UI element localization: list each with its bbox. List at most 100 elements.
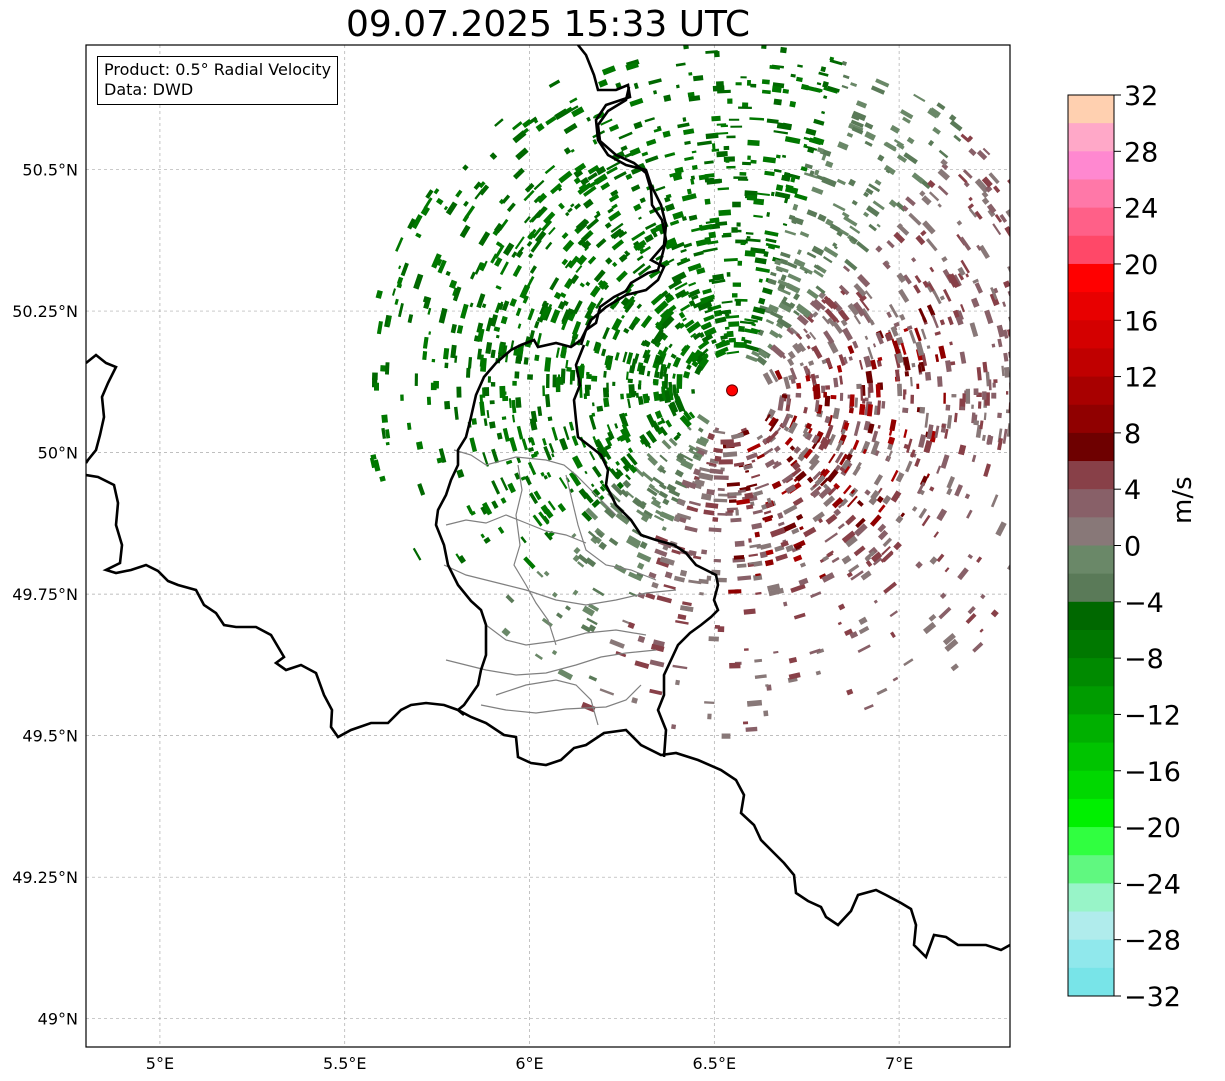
colorbar-tick-label: 8 bbox=[1124, 419, 1141, 450]
echo-cell bbox=[767, 583, 781, 592]
echo-cell bbox=[632, 497, 643, 507]
echo-cell bbox=[647, 395, 650, 401]
echo-cell bbox=[414, 373, 418, 386]
echo-cell bbox=[466, 367, 471, 378]
echo-cell bbox=[642, 349, 648, 359]
echo-cell bbox=[628, 464, 638, 474]
echo-cell bbox=[431, 358, 436, 363]
echo-cell bbox=[732, 293, 738, 298]
echo-cell bbox=[898, 288, 910, 303]
echo-cell bbox=[655, 316, 669, 331]
echo-cell bbox=[680, 303, 691, 312]
echo-cell bbox=[766, 497, 772, 504]
colorbar-tick-label: −24 bbox=[1124, 869, 1181, 900]
echo-cell bbox=[495, 241, 503, 248]
echo-cell bbox=[545, 241, 553, 250]
echo-cell bbox=[532, 514, 543, 527]
echo-cell bbox=[697, 348, 709, 360]
echo-cell bbox=[809, 331, 817, 341]
echo-cell bbox=[1004, 225, 1010, 241]
echo-cell bbox=[664, 571, 673, 579]
echo-cell bbox=[1033, 406, 1037, 411]
echo-cell bbox=[545, 374, 550, 389]
echo-cell bbox=[746, 443, 761, 453]
echo-cell bbox=[697, 339, 710, 350]
echo-cell bbox=[650, 501, 662, 509]
echo-cell bbox=[560, 349, 567, 359]
echo-cell bbox=[934, 354, 940, 363]
echo-cell bbox=[893, 321, 900, 328]
echo-cell bbox=[706, 575, 712, 581]
echo-cell bbox=[407, 218, 416, 230]
echo-cell bbox=[765, 549, 774, 556]
echo-cell bbox=[848, 407, 854, 414]
echo-cell bbox=[529, 216, 536, 223]
echo-cell bbox=[548, 226, 556, 236]
echo-cell bbox=[523, 357, 529, 365]
echo-cell bbox=[479, 401, 486, 416]
echo-cell bbox=[544, 164, 556, 175]
echo-cell bbox=[621, 423, 631, 438]
echo-cell bbox=[901, 205, 909, 212]
echo-cell bbox=[896, 272, 907, 283]
echo-cell bbox=[585, 281, 591, 287]
echo-cell bbox=[900, 342, 907, 355]
echo-cell bbox=[644, 117, 655, 123]
echo-cell bbox=[806, 209, 818, 218]
echo-cell bbox=[639, 197, 646, 204]
echo-cell bbox=[580, 176, 590, 186]
lat-tick-label: 49.5°N bbox=[22, 727, 78, 746]
echo-cell bbox=[680, 257, 688, 263]
echo-cell bbox=[893, 138, 905, 147]
echo-cell bbox=[673, 514, 681, 523]
echo-cell bbox=[711, 148, 720, 152]
echo-cell bbox=[736, 563, 747, 569]
echo-cell bbox=[709, 468, 724, 475]
echo-cell bbox=[615, 330, 620, 336]
echo-cell bbox=[604, 222, 612, 229]
echo-cell bbox=[730, 125, 743, 128]
echo-cell bbox=[565, 105, 579, 114]
echo-cell bbox=[906, 136, 915, 145]
echo-cell bbox=[1009, 218, 1010, 231]
echo-cell bbox=[651, 496, 657, 501]
echo-cell bbox=[833, 482, 841, 490]
echo-cell bbox=[571, 455, 583, 469]
echo-cell bbox=[622, 464, 630, 473]
echo-cell bbox=[745, 344, 760, 352]
echo-cell bbox=[1046, 551, 1054, 559]
echo-cell bbox=[733, 555, 745, 560]
echo-cell bbox=[677, 613, 687, 620]
echo-cell bbox=[791, 216, 804, 226]
colorbar-band bbox=[1068, 404, 1114, 434]
echo-cell bbox=[744, 318, 759, 323]
echo-cell bbox=[788, 672, 801, 680]
echo-cell bbox=[756, 453, 765, 460]
echo-cell bbox=[882, 260, 891, 270]
echo-cell bbox=[850, 239, 855, 245]
echo-cell bbox=[914, 275, 922, 284]
echo-cell bbox=[921, 195, 932, 206]
echo-cell bbox=[527, 308, 535, 321]
echo-cell bbox=[842, 265, 851, 273]
echo-cell bbox=[698, 472, 714, 481]
echo-cell bbox=[529, 437, 536, 446]
echo-cell bbox=[469, 302, 474, 308]
echo-cell bbox=[704, 173, 715, 179]
data-source-label: Data: DWD bbox=[104, 80, 194, 99]
colorbar-band bbox=[1068, 770, 1114, 800]
colorbar-tick-label: −8 bbox=[1124, 644, 1164, 675]
colorbar-band bbox=[1068, 95, 1114, 124]
echo-cell bbox=[792, 497, 804, 507]
echo-cell bbox=[857, 644, 871, 653]
echo-cell bbox=[726, 507, 738, 511]
echo-cell bbox=[849, 225, 861, 234]
echo-cell bbox=[777, 512, 784, 520]
echo-cell bbox=[610, 222, 624, 233]
echo-cell bbox=[781, 394, 788, 399]
echo-cell bbox=[910, 376, 913, 387]
echo-cell bbox=[876, 359, 882, 367]
echo-cell bbox=[487, 376, 492, 383]
echo-cell bbox=[565, 211, 570, 217]
echo-cell bbox=[748, 553, 759, 557]
